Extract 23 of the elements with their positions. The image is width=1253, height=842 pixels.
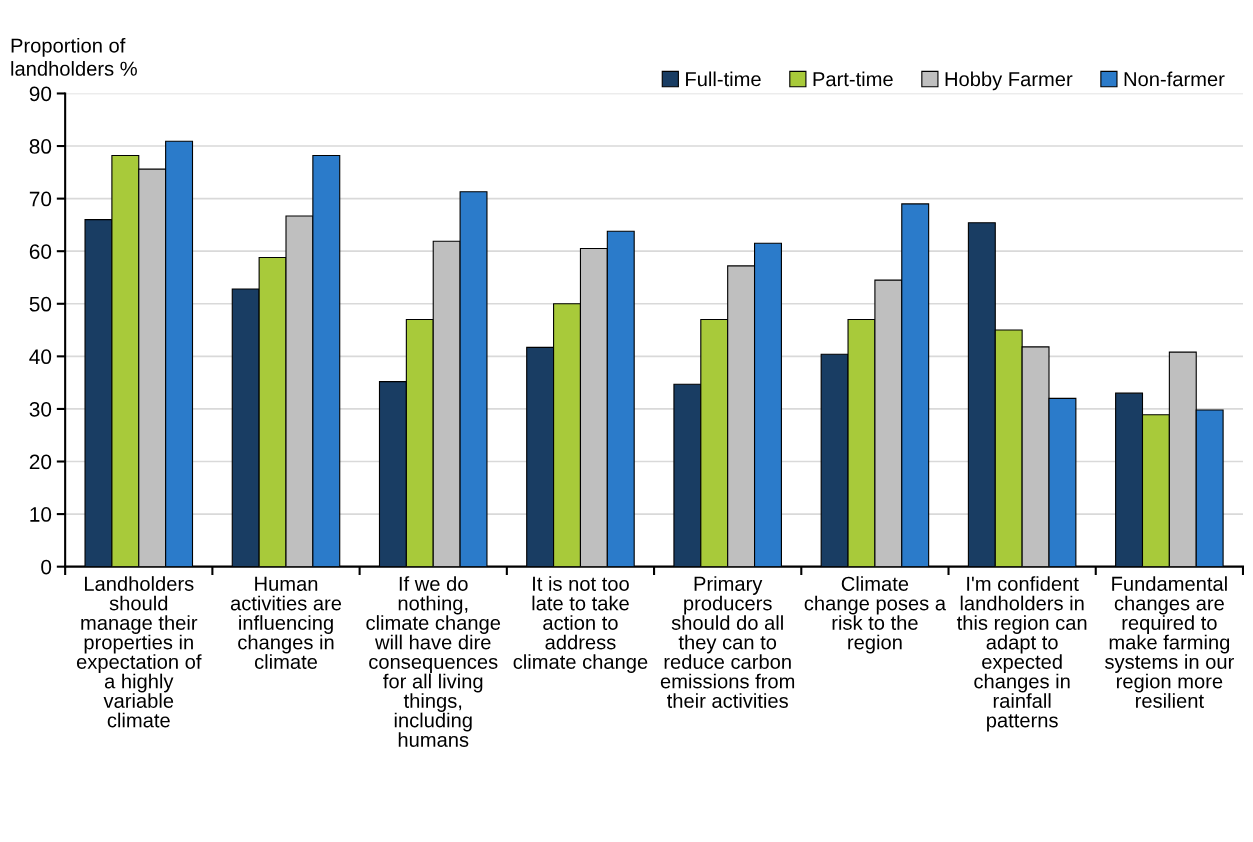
x-tick-label: I'm confident landholders in this region can adapt to expected changes in rainfall patterns xyxy=(956,576,1087,732)
y-axis-title: Proportion of landholders % xyxy=(11,37,137,76)
x-tick-label: Climate change poses a risk to the region xyxy=(804,576,947,654)
y-tick-label: 90 xyxy=(29,86,52,102)
x-tick-label: Human activities are influencing changes in climate xyxy=(230,576,342,669)
legend-label: Non-farmer xyxy=(1124,71,1225,87)
x-tick-label: It is not too late to take action to address climate change xyxy=(513,576,648,673)
category-label: If we do nothing, climate change will have dire consequences for all living things, including humans xyxy=(366,576,501,747)
y-tick-label: 10 xyxy=(30,507,52,522)
x-tick-label: Landholders should manage their properties in expectation of a highly variable climate xyxy=(76,576,202,728)
legend-label: Full-time xyxy=(686,71,761,87)
x-tick-label: Fundamental changes are required to make farming systems in our region more resilient xyxy=(1105,576,1234,708)
legend-label: Hobby Farmer xyxy=(945,71,1073,91)
y-tick-label: 50 xyxy=(29,296,52,312)
x-tick-label: Primary producers should do all they can to reduce carbon emissions from their activities xyxy=(660,576,795,708)
y-tick-label: 20 xyxy=(29,454,52,470)
y-tick-label: 30 xyxy=(29,401,52,417)
y-tick-label: 80 xyxy=(29,139,52,154)
y-tick-label: 40 xyxy=(29,349,52,365)
y-tick-label: 0 xyxy=(41,559,52,575)
y-tick-label: 70 xyxy=(29,191,52,207)
legend-label: Part-time xyxy=(813,71,893,87)
y-tick-label: 60 xyxy=(29,244,52,259)
